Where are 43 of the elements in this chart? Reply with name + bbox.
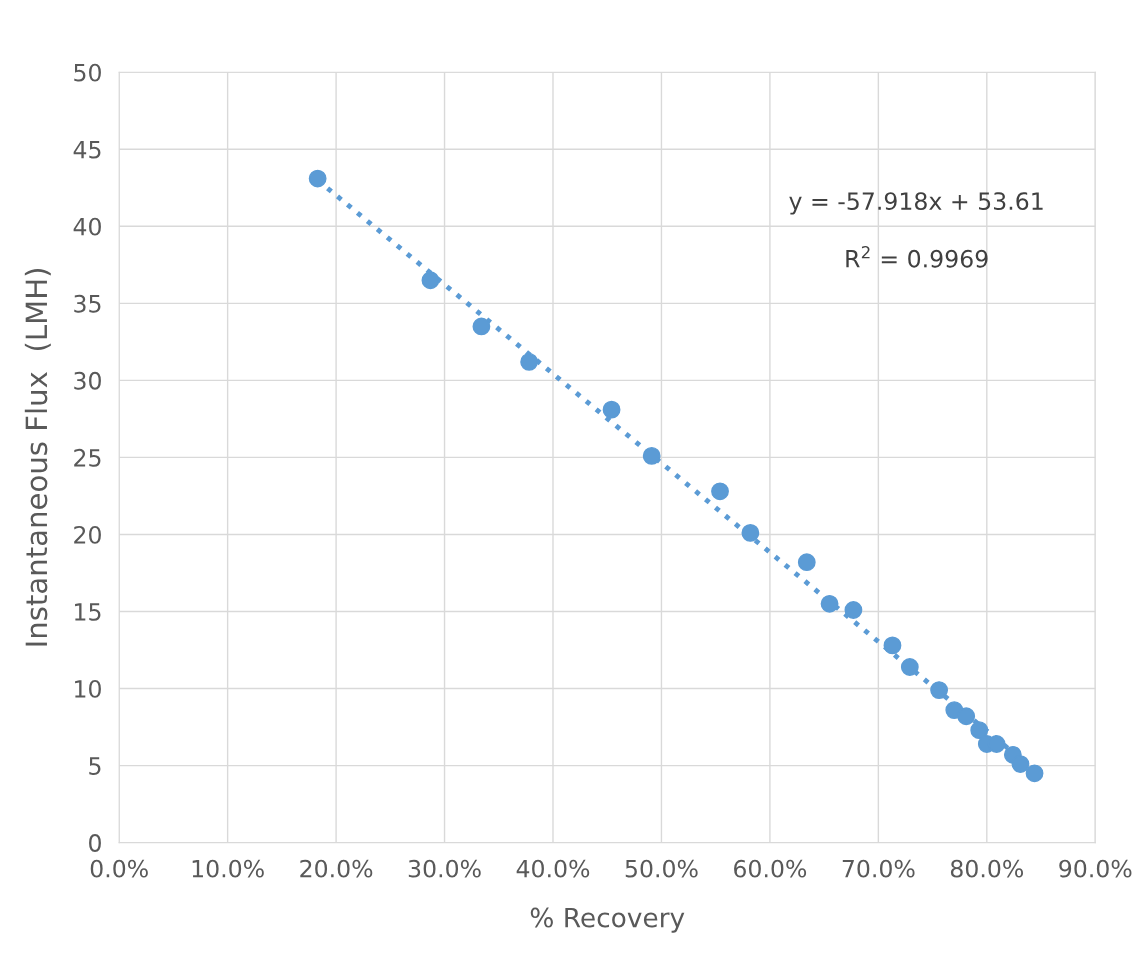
- y-tick-label: 30: [74, 371, 101, 390]
- x-tick-label: 50.0%: [625, 859, 698, 878]
- y-tick-label: 35: [74, 294, 101, 313]
- point: [421, 271, 440, 290]
- x-tick-label: 40.0%: [516, 859, 590, 878]
- point: [741, 524, 760, 542]
- point: [1011, 755, 1030, 773]
- x-tick-label: 60.0%: [734, 859, 807, 878]
- point: [957, 707, 976, 726]
- point: [820, 594, 839, 613]
- point: [520, 352, 539, 371]
- annotation: y = -57.918x + 53.61: [789, 192, 1043, 215]
- x-tick-label: 80.0%: [950, 859, 1024, 878]
- point: [308, 169, 327, 188]
- point: [711, 482, 729, 501]
- point: [900, 658, 919, 676]
- point: [970, 721, 989, 740]
- point: [883, 636, 902, 655]
- point: [602, 400, 621, 419]
- point: [472, 317, 491, 336]
- y-tick-label: 40: [73, 217, 101, 236]
- y-axis-title: Instantaneous Flux (LMH): [24, 268, 51, 646]
- y-tick-label: 10: [75, 679, 101, 698]
- point: [930, 681, 949, 699]
- x-tick-label: 90.0%: [1059, 859, 1132, 878]
- point: [642, 446, 661, 465]
- x-tick-label: 10.0%: [192, 859, 264, 878]
- point: [844, 601, 863, 619]
- y-tick-label: 0: [89, 834, 101, 852]
- y-tick-label: 50: [74, 63, 101, 82]
- y-tick-label: 5: [89, 757, 101, 775]
- point: [797, 553, 816, 572]
- annotation: R$^{2}$ = 0.9969: [846, 246, 988, 268]
- x-tick-label: 0.0%: [90, 859, 148, 878]
- x-tick-label: 70.0%: [842, 859, 915, 878]
- point: [1025, 764, 1044, 783]
- x-tick-label: 20.0%: [300, 859, 373, 878]
- y-tick-label: 45: [73, 141, 101, 159]
- y-tick-label: 25: [74, 448, 101, 467]
- x-tick-label: 30.0%: [408, 859, 481, 878]
- y-tick-label: 15: [75, 603, 101, 621]
- x-axis-title: % Recovery: [530, 907, 685, 933]
- y-tick-label: 20: [74, 525, 101, 544]
